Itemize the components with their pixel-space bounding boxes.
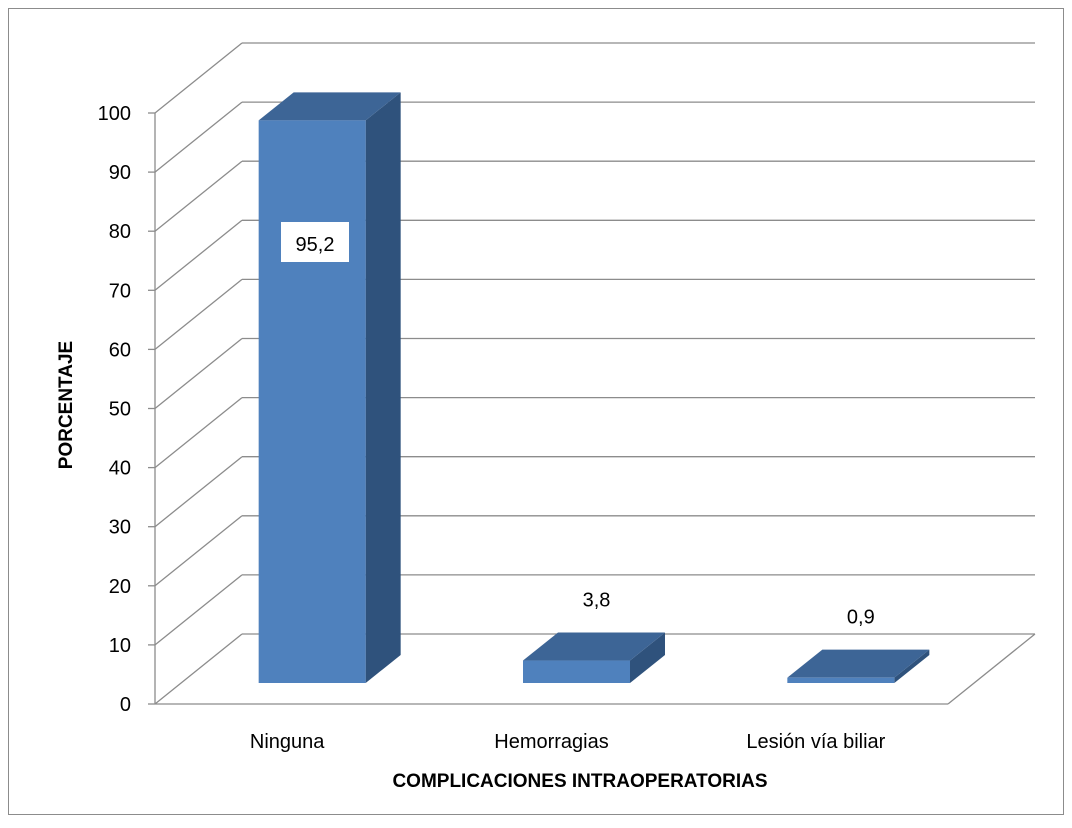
data-labels: 95,2 3,8 0,9 [281, 222, 875, 629]
y-tick-label-70: 70 [109, 280, 131, 302]
chart-border [8, 8, 1064, 815]
bar-top-1 [523, 632, 665, 661]
y-tick-label-60: 60 [109, 339, 131, 361]
gridline-side-40 [154, 397, 243, 469]
floor-right-edge [947, 633, 1036, 705]
bar-0 [258, 120, 366, 684]
bars [258, 92, 930, 684]
y-tick-label-50: 50 [109, 399, 131, 421]
y-tick-label-40: 40 [109, 458, 131, 480]
bar-side-2 [894, 649, 930, 683]
y-tick-label-100: 100 [98, 103, 131, 125]
gridline-side-50 [154, 337, 243, 410]
gridline-side-90 [154, 101, 243, 173]
x-tick-label-1: Hemorragias [494, 731, 608, 753]
gridline-side-10 [154, 574, 243, 646]
tick-labels: 0 10 20 30 40 50 60 70 80 90 100 Ninguna Hemorragias… [98, 103, 886, 753]
y-tick-label-10: 10 [109, 635, 131, 657]
bar-side-1 [630, 632, 665, 683]
x-axis-title: COMPLICACIONES INTRAOPERATORIAS [392, 771, 767, 792]
gridline-side-0 [154, 633, 243, 705]
y-tick-label-30: 30 [109, 517, 131, 539]
data-label-0: 95,2 [296, 234, 335, 256]
gridline-side-60 [154, 278, 243, 350]
data-label-box-0 [281, 222, 349, 262]
gridline-side-100 [154, 42, 243, 114]
x-tick-label-0: Ninguna [250, 731, 325, 753]
gridline-side-70 [154, 219, 243, 291]
bar-top-0 [258, 92, 401, 121]
bar-side-0 [365, 92, 401, 684]
gridline-side-20 [154, 515, 243, 587]
data-label-1: 3,8 [583, 590, 611, 612]
y-tick-label-0: 0 [120, 694, 131, 716]
y-axis-title: PORCENTAJE [56, 341, 77, 469]
bar-top-2 [787, 649, 930, 678]
data-label-2: 0,9 [847, 607, 875, 629]
gridline-side-80 [154, 160, 243, 232]
gridline-side-30 [154, 456, 243, 528]
y-tick-label-80: 80 [109, 221, 131, 243]
y-tick-label-90: 90 [109, 162, 131, 184]
bar-2 [787, 677, 895, 683]
bar-1 [523, 660, 630, 683]
x-tick-label-2: Lesión vía biliar [746, 731, 885, 753]
axes [148, 112, 948, 705]
y-tick-label-20: 20 [109, 576, 131, 598]
